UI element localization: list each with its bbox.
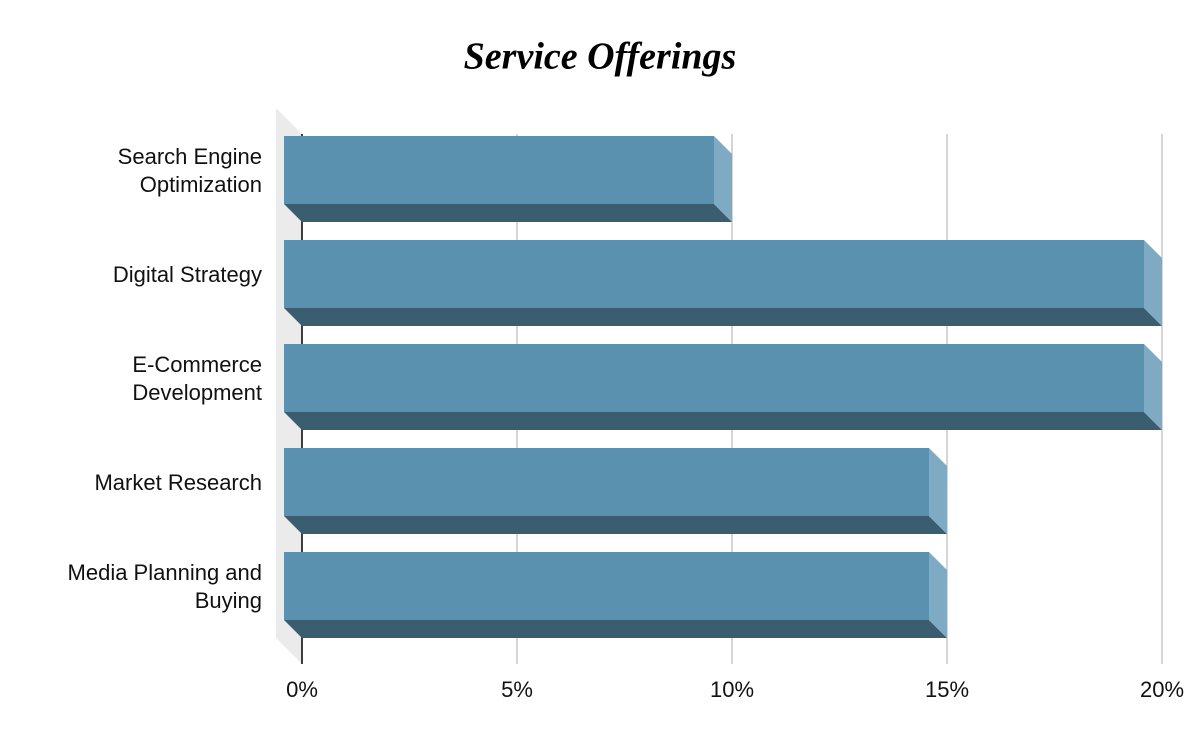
bar-bottom	[284, 308, 1162, 326]
bar	[284, 344, 1144, 412]
bar-side	[714, 136, 732, 222]
bar-bottom	[284, 620, 947, 638]
bar-bottom	[284, 204, 732, 222]
bar	[284, 136, 714, 204]
y-tick-label: Market Research	[94, 470, 262, 495]
bar-side	[929, 448, 947, 534]
y-tick-label: E-Commerce Development	[132, 352, 262, 405]
bar-side	[929, 552, 947, 638]
y-tick-label: Media Planning and Buying	[67, 560, 262, 613]
bar-bottom	[284, 516, 947, 534]
x-tick-label: 20%	[1140, 677, 1184, 702]
bar-side	[1144, 344, 1162, 430]
bar-side	[1144, 240, 1162, 326]
chart-title: Service Offerings	[464, 36, 737, 78]
y-tick-label: Digital Strategy	[112, 262, 262, 287]
y-tick-label: Search Engine Optimization	[117, 144, 262, 197]
x-tick-label: 15%	[925, 677, 969, 702]
x-tick-label: 5%	[501, 677, 533, 702]
bar	[284, 448, 929, 516]
bar	[284, 552, 929, 620]
bar	[284, 240, 1144, 308]
x-tick-label: 0%	[286, 677, 318, 702]
x-tick-label: 10%	[710, 677, 754, 702]
bar-bottom	[284, 412, 1162, 430]
